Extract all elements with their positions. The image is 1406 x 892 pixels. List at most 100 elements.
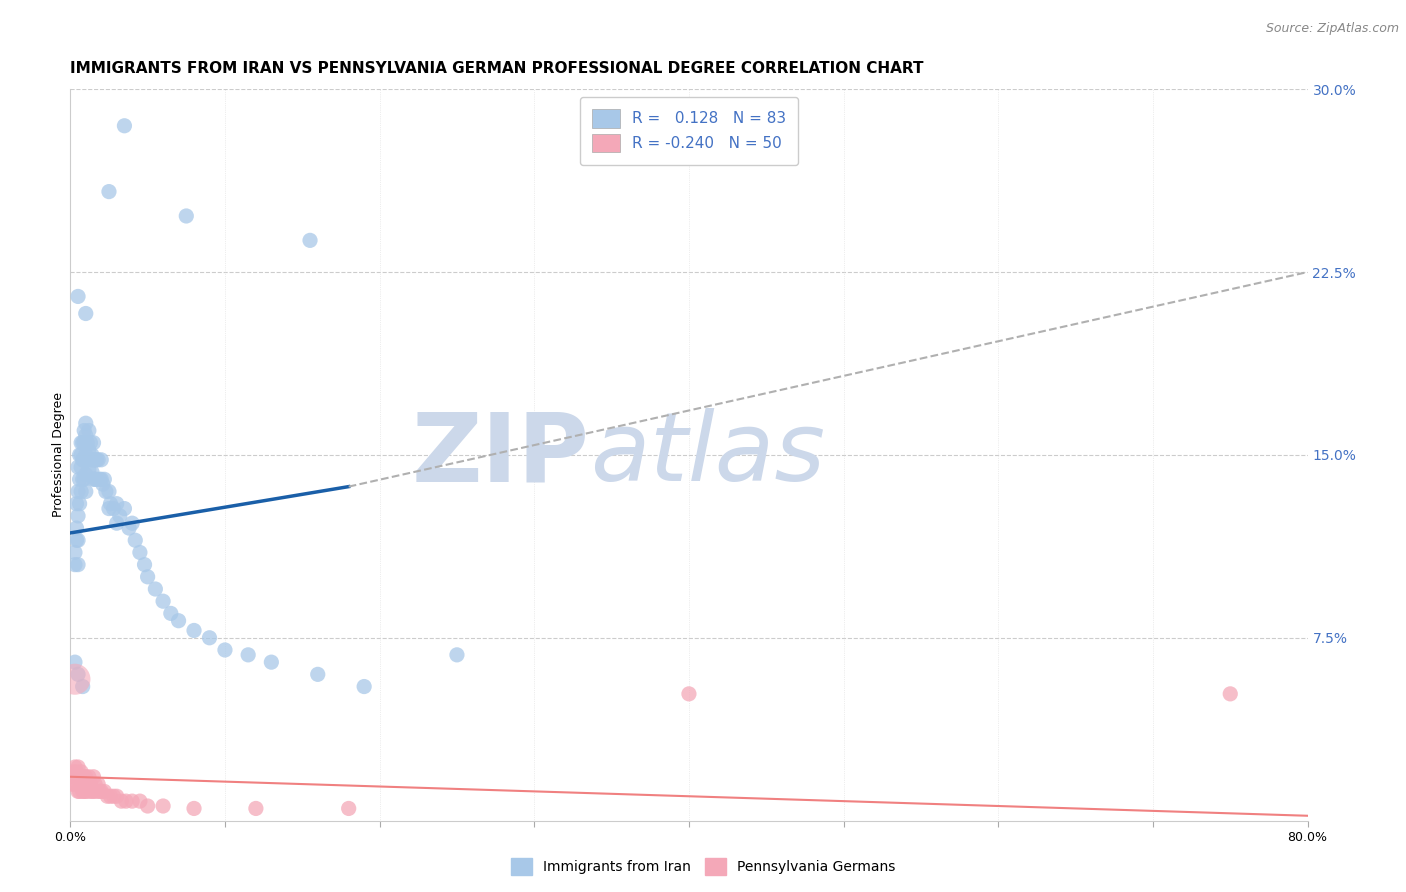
Point: [62, 764, 84, 779]
Point: [75, 448, 97, 462]
Point: [65, 497, 87, 511]
Point: [67, 667, 90, 681]
Point: [152, 799, 174, 814]
Point: [93, 784, 115, 798]
Point: [73, 435, 96, 450]
Point: [75, 484, 97, 499]
Point: [67, 558, 90, 572]
Point: [63, 770, 86, 784]
Point: [62, 777, 84, 791]
Point: [65, 533, 87, 548]
Point: [82, 784, 105, 798]
Point: [114, 119, 136, 133]
Point: [72, 452, 94, 467]
Point: [238, 648, 260, 662]
Point: [678, 687, 700, 701]
Point: [93, 472, 115, 486]
Point: [198, 631, 221, 645]
Point: [70, 435, 93, 450]
Text: atlas: atlas: [591, 409, 825, 501]
Point: [108, 508, 131, 523]
Point: [183, 801, 205, 815]
Point: [75, 306, 97, 320]
Point: [79, 452, 101, 467]
Point: [67, 760, 90, 774]
Point: [67, 460, 90, 475]
Point: [307, 667, 329, 681]
Point: [98, 484, 121, 499]
Point: [70, 777, 93, 791]
Point: [103, 789, 125, 804]
Point: [89, 472, 111, 486]
Point: [63, 558, 86, 572]
Point: [82, 472, 105, 486]
Point: [129, 794, 152, 808]
Point: [245, 801, 267, 815]
Point: [67, 533, 90, 548]
Point: [70, 484, 93, 499]
Point: [98, 185, 121, 199]
Point: [167, 614, 190, 628]
Point: [77, 443, 100, 458]
Point: [136, 570, 159, 584]
Point: [65, 521, 87, 535]
Point: [214, 643, 236, 657]
Point: [63, 672, 86, 686]
Point: [118, 521, 141, 535]
Point: [105, 789, 128, 804]
Point: [86, 472, 108, 486]
Point: [75, 467, 97, 482]
Point: [69, 784, 91, 798]
Point: [73, 770, 96, 784]
Point: [77, 462, 100, 476]
Point: [100, 789, 122, 804]
Point: [174, 209, 197, 223]
Point: [65, 764, 87, 779]
Point: [136, 799, 159, 814]
Point: [73, 424, 96, 438]
Point: [160, 607, 183, 621]
Point: [121, 794, 143, 808]
Point: [67, 289, 90, 303]
Point: [121, 516, 143, 531]
Point: [105, 497, 128, 511]
Point: [96, 789, 118, 804]
Point: [76, 435, 98, 450]
Point: [77, 770, 100, 784]
Point: [84, 472, 107, 486]
Point: [79, 777, 101, 791]
Point: [299, 233, 322, 247]
Point: [90, 472, 112, 486]
Point: [72, 770, 94, 784]
Text: Source: ZipAtlas.com: Source: ZipAtlas.com: [1265, 22, 1399, 36]
Point: [87, 452, 110, 467]
Point: [105, 516, 128, 531]
Text: ZIP: ZIP: [412, 409, 591, 501]
Legend: R =   0.128   N = 83, R = -0.240   N = 50: R = 0.128 N = 83, R = -0.240 N = 50: [579, 97, 799, 165]
Point: [80, 448, 103, 462]
Point: [75, 784, 97, 798]
Legend: Immigrants from Iran, Pennsylvania Germans: Immigrants from Iran, Pennsylvania Germa…: [505, 853, 901, 880]
Point: [69, 448, 91, 462]
Point: [87, 777, 110, 791]
Point: [90, 784, 112, 798]
Point: [98, 501, 121, 516]
Point: [72, 472, 94, 486]
Point: [67, 784, 90, 798]
Point: [69, 472, 91, 486]
Point: [80, 784, 103, 798]
Point: [60, 777, 83, 791]
Point: [90, 452, 112, 467]
Point: [79, 435, 101, 450]
Point: [124, 533, 146, 548]
Point: [145, 582, 167, 596]
Point: [80, 465, 103, 479]
Point: [76, 452, 98, 467]
Point: [114, 501, 136, 516]
Point: [69, 497, 91, 511]
Point: [260, 655, 283, 669]
Point: [73, 452, 96, 467]
Point: [73, 784, 96, 798]
Point: [72, 784, 94, 798]
Point: [82, 435, 105, 450]
